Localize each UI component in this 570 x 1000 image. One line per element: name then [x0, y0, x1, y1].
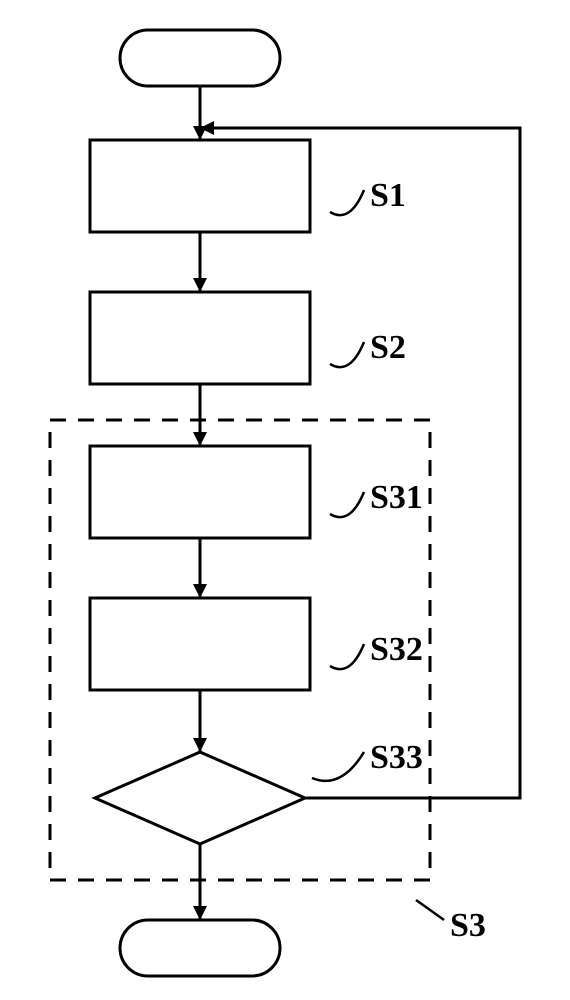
label-connector [312, 752, 364, 781]
arrow-head [193, 738, 207, 752]
label-s3: S3 [450, 907, 486, 944]
node-s33 [95, 752, 305, 844]
label-s32: S32 [370, 631, 423, 668]
label-connector [330, 190, 364, 215]
label-s31: S31 [370, 479, 423, 516]
arrow-head [193, 432, 207, 446]
label-s33: S33 [370, 739, 423, 776]
arrow-head [193, 278, 207, 292]
label-connector [330, 342, 364, 367]
label-connector [416, 900, 444, 920]
node-s1 [90, 140, 310, 232]
node-s32 [90, 598, 310, 690]
arrow-head [193, 906, 207, 920]
node-s31 [90, 446, 310, 538]
node-start [120, 30, 280, 86]
label-s2: S2 [370, 329, 406, 366]
node-s2 [90, 292, 310, 384]
label-connector [330, 492, 364, 517]
arrow-head [193, 584, 207, 598]
node-end [120, 920, 280, 976]
label-connector [330, 644, 364, 669]
label-s1: S1 [370, 177, 406, 214]
